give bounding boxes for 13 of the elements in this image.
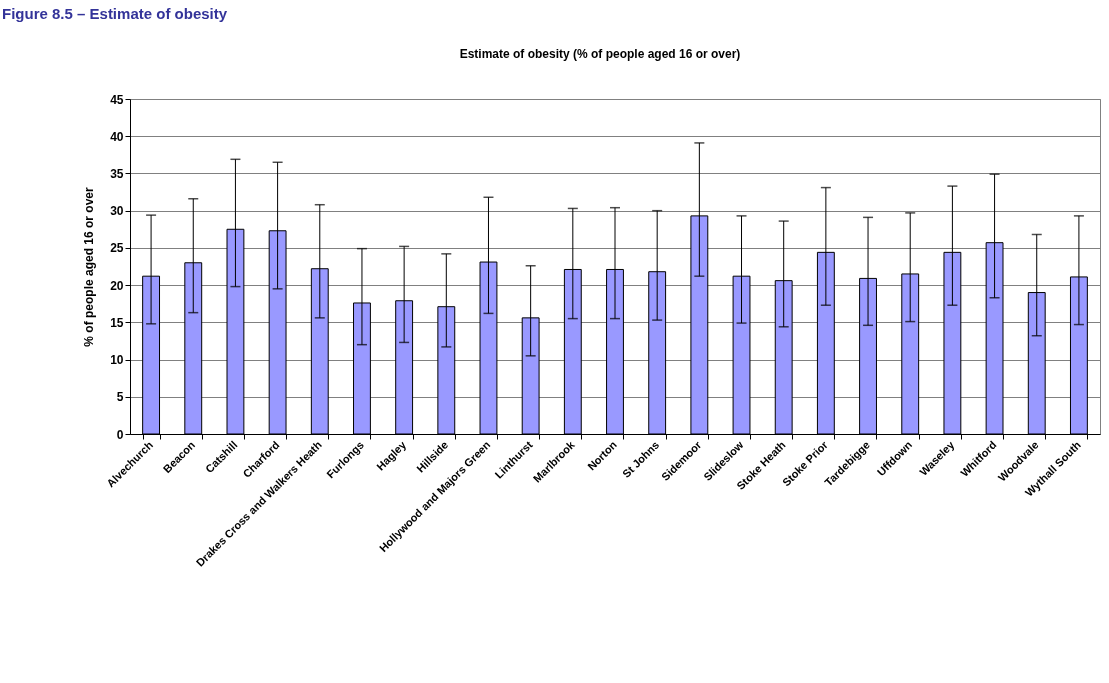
y-tick-label: 15 bbox=[110, 315, 124, 330]
y-tick-label: 35 bbox=[110, 166, 124, 181]
y-tick-label: 45 bbox=[110, 92, 124, 107]
chart-title: Estimate of obesity (% of people aged 16 or over) bbox=[459, 47, 741, 61]
y-axis-title: % of people aged 16 or over bbox=[82, 186, 97, 347]
y-tick-label: 30 bbox=[110, 204, 124, 219]
y-tick-label: 20 bbox=[110, 278, 124, 293]
caption: Figure 8.5 – Estimate of obesity bbox=[2, 5, 228, 22]
y-tick-label: 0 bbox=[116, 427, 124, 442]
y-tick-label: 25 bbox=[110, 241, 124, 256]
y-tick-label: 10 bbox=[110, 353, 124, 368]
y-tick-label: 40 bbox=[110, 129, 124, 144]
y-tick-label: 5 bbox=[116, 390, 124, 405]
